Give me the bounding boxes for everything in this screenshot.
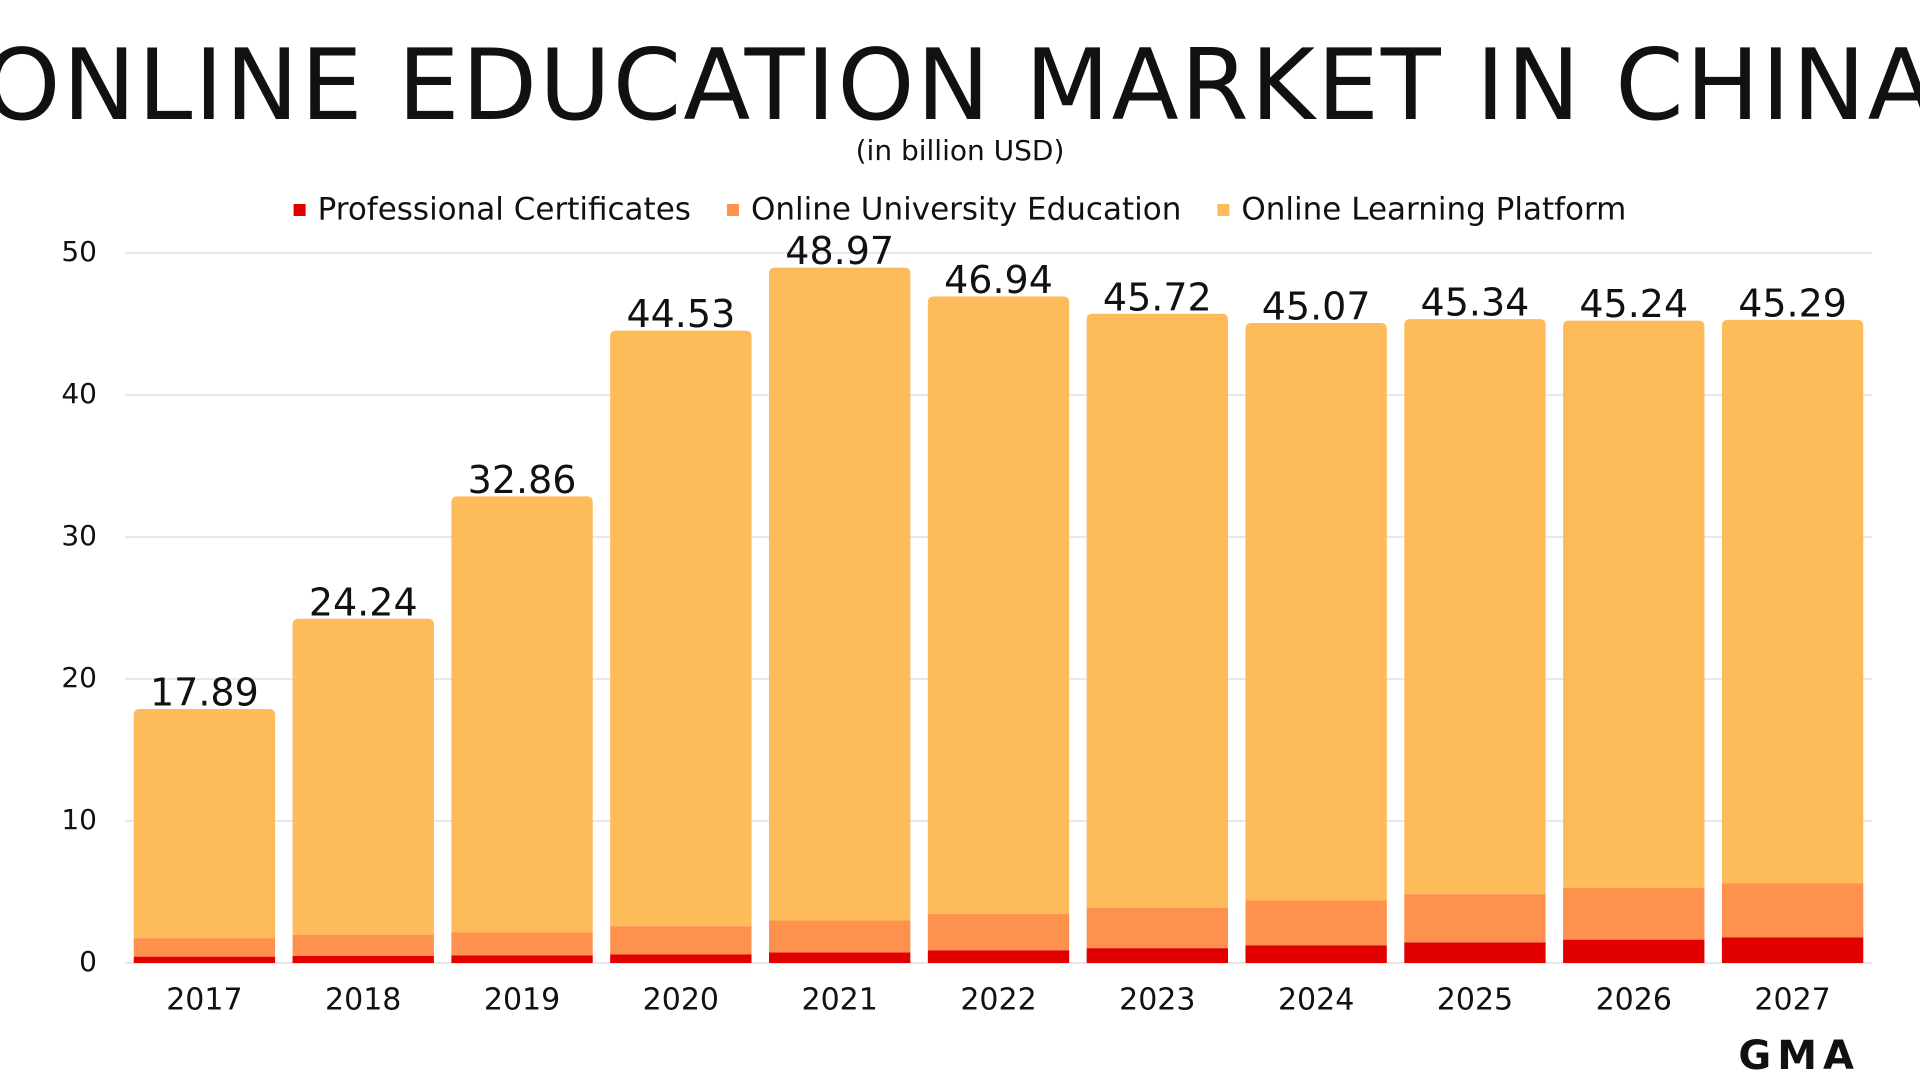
bar-segment <box>769 267 911 921</box>
bar-segment <box>610 330 752 927</box>
bar-segment <box>1404 894 1546 943</box>
y-tick-label: 40 <box>61 377 97 410</box>
chart-subtitle: (in billion USD) <box>856 134 1065 167</box>
bar-segment <box>1721 937 1864 963</box>
x-tick-label: 2020 <box>643 983 719 1018</box>
x-tick-label: 2017 <box>166 983 242 1018</box>
legend-swatch <box>1217 204 1230 216</box>
bar-segment <box>133 938 276 957</box>
x-tick-label: 2021 <box>802 983 878 1018</box>
total-label: 46.94 <box>944 258 1053 302</box>
legend-swatch <box>726 204 739 216</box>
x-tick-label: 2024 <box>1278 983 1354 1018</box>
logo: GMA <box>1738 1033 1860 1079</box>
bar-segment <box>451 496 593 933</box>
bar-segment <box>927 296 1070 915</box>
bar-segment <box>610 926 752 955</box>
bar-segment <box>1086 313 1228 908</box>
total-label: 32.86 <box>468 458 577 502</box>
y-tick-label: 30 <box>61 519 97 552</box>
x-tick-label: 2022 <box>960 983 1036 1018</box>
legend-label: Online University Education <box>751 192 1181 228</box>
bar-segment <box>769 920 911 953</box>
x-tick-label: 2018 <box>325 983 401 1018</box>
bar-segment <box>292 955 434 963</box>
chart-title: ONLINE EDUCATION MARKET IN CHINA <box>0 29 1920 143</box>
y-tick-label: 20 <box>61 661 97 694</box>
bar-segment <box>292 934 434 956</box>
legend-label: Online Learning Platform <box>1241 192 1626 228</box>
y-tick-label: 0 <box>79 945 97 978</box>
bar-segment <box>1404 942 1546 963</box>
bar-segment <box>1563 939 1705 963</box>
bar-segment <box>1563 320 1705 888</box>
bar-segment <box>133 956 276 963</box>
total-label: 45.07 <box>1262 285 1371 329</box>
legend-label: Professional Certificates <box>318 192 691 228</box>
total-label: 48.97 <box>785 229 894 273</box>
bar-segment <box>1721 883 1864 938</box>
bar-segment <box>1245 945 1387 963</box>
bar-segment <box>1086 907 1228 949</box>
y-tick-label: 50 <box>61 235 97 268</box>
bar-segment <box>610 954 752 963</box>
bar-segment <box>1245 323 1387 901</box>
legend: Professional Certificates Online Universi… <box>293 192 1626 228</box>
total-label: 24.24 <box>309 580 418 624</box>
legend-swatch <box>293 204 306 216</box>
bar-segment <box>1086 948 1228 963</box>
bar-segment <box>927 914 1070 951</box>
x-tick-label: 2025 <box>1437 983 1513 1018</box>
bar-segment <box>1245 900 1387 946</box>
bar-segment <box>292 618 434 935</box>
bar-segment <box>451 955 593 963</box>
total-label: 17.89 <box>150 670 259 714</box>
total-label: 45.72 <box>1103 275 1212 319</box>
x-tick-label: 2023 <box>1119 983 1195 1018</box>
bar-segment <box>769 952 911 963</box>
x-tick-label: 2027 <box>1754 983 1830 1018</box>
total-label: 44.53 <box>626 292 735 336</box>
x-tick-label: 2026 <box>1596 983 1672 1018</box>
bar-segment <box>1563 887 1705 940</box>
y-tick-label: 10 <box>61 803 97 836</box>
bar-segment <box>1721 319 1864 884</box>
bar-segment <box>1404 319 1546 895</box>
bar-segment <box>927 950 1070 963</box>
total-label: 45.24 <box>1579 282 1688 326</box>
total-label: 45.29 <box>1738 281 1847 325</box>
bar-segment <box>133 708 276 939</box>
x-tick-label: 2019 <box>484 983 560 1018</box>
bar-segment <box>451 932 593 956</box>
total-label: 45.34 <box>1421 281 1530 325</box>
